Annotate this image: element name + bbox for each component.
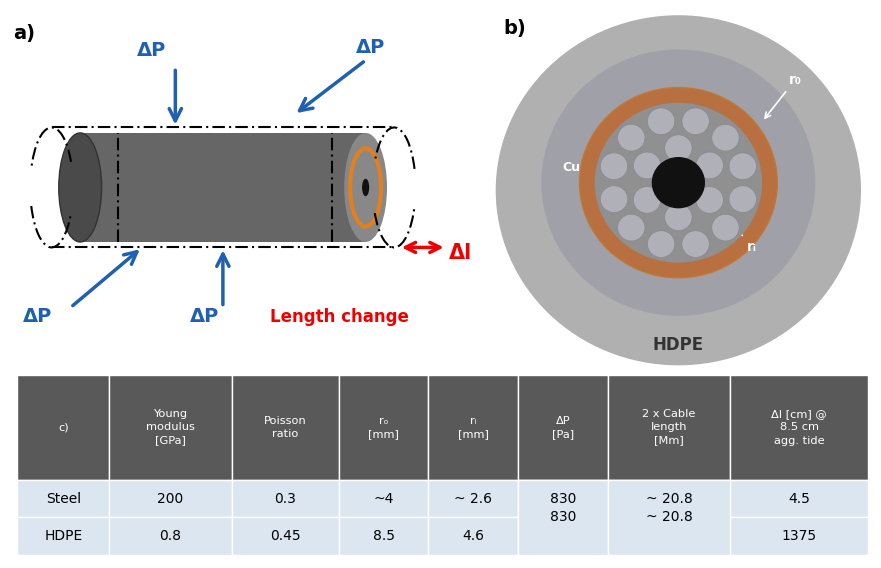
Ellipse shape xyxy=(595,103,762,262)
Bar xyxy=(18,480,109,517)
Ellipse shape xyxy=(496,15,861,365)
Text: HDPE: HDPE xyxy=(44,529,83,543)
Text: 1375: 1375 xyxy=(781,529,817,543)
Ellipse shape xyxy=(664,204,692,231)
Bar xyxy=(518,517,608,555)
Bar xyxy=(608,375,730,480)
Ellipse shape xyxy=(618,214,645,241)
Text: rₒ
[mm]: rₒ [mm] xyxy=(368,416,399,439)
Bar xyxy=(109,480,232,517)
Bar xyxy=(109,517,232,555)
Text: ΔP: ΔP xyxy=(23,307,52,325)
Text: r₀: r₀ xyxy=(765,73,802,118)
Ellipse shape xyxy=(696,152,723,179)
Text: 4.6: 4.6 xyxy=(463,529,485,543)
Text: Poisson
ratio: Poisson ratio xyxy=(263,416,307,439)
Text: HDPE: HDPE xyxy=(653,336,704,354)
Ellipse shape xyxy=(600,153,628,179)
Bar xyxy=(428,517,518,555)
Text: Cu: Cu xyxy=(563,161,581,174)
Bar xyxy=(338,375,428,480)
Ellipse shape xyxy=(618,124,645,151)
Text: ΔP
[Pa]: ΔP [Pa] xyxy=(552,416,574,439)
Text: 2 x Cable
length
[Mm]: 2 x Cable length [Mm] xyxy=(642,409,696,445)
Text: ~ 20.8: ~ 20.8 xyxy=(646,491,692,506)
Bar xyxy=(730,480,868,517)
Bar xyxy=(18,517,109,555)
Ellipse shape xyxy=(652,157,705,208)
Text: 8.5: 8.5 xyxy=(373,529,395,543)
Text: 830: 830 xyxy=(550,510,576,524)
Bar xyxy=(730,375,868,480)
Bar xyxy=(518,375,608,480)
Text: 0.8: 0.8 xyxy=(159,529,181,543)
Bar xyxy=(730,517,868,555)
Text: ~4: ~4 xyxy=(374,491,394,506)
Text: rᵢ
[mm]: rᵢ [mm] xyxy=(458,416,489,439)
Ellipse shape xyxy=(355,160,376,215)
Ellipse shape xyxy=(600,186,628,212)
Ellipse shape xyxy=(729,186,757,212)
Ellipse shape xyxy=(541,49,816,316)
Ellipse shape xyxy=(696,186,723,213)
Text: 0.45: 0.45 xyxy=(270,529,300,543)
Ellipse shape xyxy=(633,186,661,213)
Ellipse shape xyxy=(664,135,692,161)
Text: 4.5: 4.5 xyxy=(788,491,810,506)
Text: ~ 2.6: ~ 2.6 xyxy=(455,491,492,506)
Text: ΔP: ΔP xyxy=(356,37,385,57)
Ellipse shape xyxy=(59,133,101,242)
Text: Δl: Δl xyxy=(449,243,472,263)
Bar xyxy=(109,375,232,480)
Text: b): b) xyxy=(503,19,526,38)
Text: 830: 830 xyxy=(550,491,576,506)
Text: ~ 20.8: ~ 20.8 xyxy=(646,510,692,524)
Ellipse shape xyxy=(712,124,739,151)
Bar xyxy=(518,480,608,555)
Ellipse shape xyxy=(580,87,777,278)
Ellipse shape xyxy=(633,152,661,179)
Bar xyxy=(18,375,109,480)
Bar xyxy=(232,517,338,555)
Ellipse shape xyxy=(648,231,675,257)
Ellipse shape xyxy=(344,133,387,242)
Text: a): a) xyxy=(13,24,35,43)
Bar xyxy=(608,480,730,517)
Bar xyxy=(428,480,518,517)
Text: rᵢ: rᵢ xyxy=(727,217,757,254)
Text: ΔP: ΔP xyxy=(189,307,218,325)
Text: Young
modulus
[GPa]: Young modulus [GPa] xyxy=(146,409,195,445)
Ellipse shape xyxy=(648,108,675,135)
Bar xyxy=(518,480,608,517)
Bar xyxy=(232,480,338,517)
Text: Length change: Length change xyxy=(270,308,410,325)
Text: 0.3: 0.3 xyxy=(274,491,296,506)
Text: c): c) xyxy=(58,423,69,432)
Ellipse shape xyxy=(729,153,757,179)
Text: Steel: Steel xyxy=(641,153,677,166)
Ellipse shape xyxy=(362,179,369,196)
Text: ΔP: ΔP xyxy=(137,41,167,60)
Bar xyxy=(608,480,730,555)
Bar xyxy=(80,133,366,242)
Bar xyxy=(428,375,518,480)
Ellipse shape xyxy=(682,231,709,257)
Text: Δl [cm] @
8.5 cm
agg. tide: Δl [cm] @ 8.5 cm agg. tide xyxy=(771,409,827,445)
Bar xyxy=(338,480,428,517)
Text: 200: 200 xyxy=(158,491,183,506)
Bar xyxy=(338,517,428,555)
Bar xyxy=(232,375,338,480)
Ellipse shape xyxy=(682,108,709,135)
Text: Steel: Steel xyxy=(46,491,81,506)
Ellipse shape xyxy=(712,214,739,241)
Bar xyxy=(608,517,730,555)
